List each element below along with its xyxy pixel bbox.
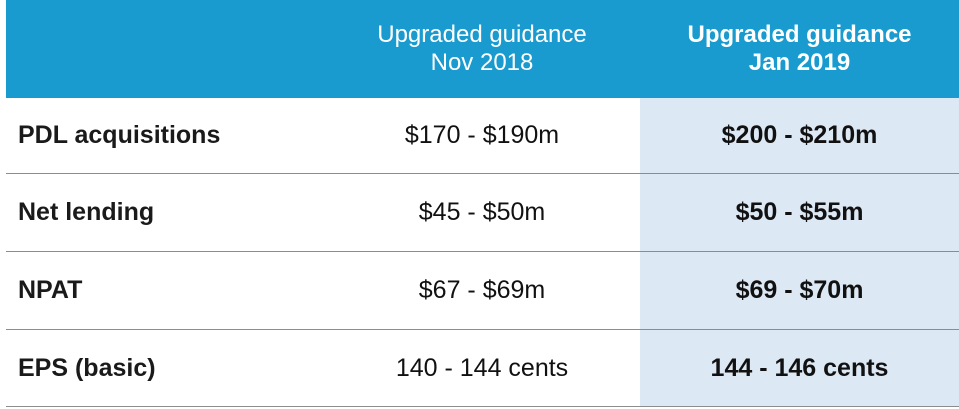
row-value-jan-2019: $200 - $210m (721, 121, 878, 149)
guidance-table: Upgraded guidance Nov 2018 Upgraded guid… (6, 0, 959, 409)
row-value-nov-2018: 140 - 144 cents (395, 353, 569, 382)
table-row: PDL acquisitions $170 - $190m $200 - $21… (6, 98, 959, 174)
header-nov-2018: Upgraded guidance Nov 2018 (324, 0, 640, 98)
row-label: PDL acquisitions (18, 121, 221, 149)
table-header: Upgraded guidance Nov 2018 Upgraded guid… (6, 0, 959, 98)
row-value-jan-2019: 144 - 146 cents (710, 353, 889, 382)
row-label: NPAT (18, 276, 83, 304)
table-row: Net lending $45 - $50m $50 - $55m (6, 174, 959, 252)
header-jan-2019-line2: Jan 2019 (748, 49, 851, 76)
highlight-column-jan-2019 (640, 98, 959, 407)
row-label: EPS (basic) (18, 353, 156, 382)
row-value-jan-2019: $50 - $55m (735, 198, 864, 226)
row-value-nov-2018: $67 - $69m (418, 276, 546, 304)
row-value-nov-2018: $45 - $50m (418, 198, 546, 226)
table-row: EPS (basic) 140 - 144 cents 144 - 146 ce… (6, 330, 959, 407)
header-jan-2019: Upgraded guidance Jan 2019 (640, 0, 959, 98)
row-label: Net lending (18, 198, 155, 226)
row-value-nov-2018: $170 - $190m (404, 121, 560, 149)
header-jan-2019-line1: Upgraded guidance (687, 21, 912, 48)
header-nov-2018-line1: Upgraded guidance (377, 21, 587, 48)
table-row: NPAT $67 - $69m $69 - $70m (6, 252, 959, 330)
row-value-jan-2019: $69 - $70m (735, 276, 864, 304)
header-nov-2018-line2: Nov 2018 (430, 49, 534, 76)
